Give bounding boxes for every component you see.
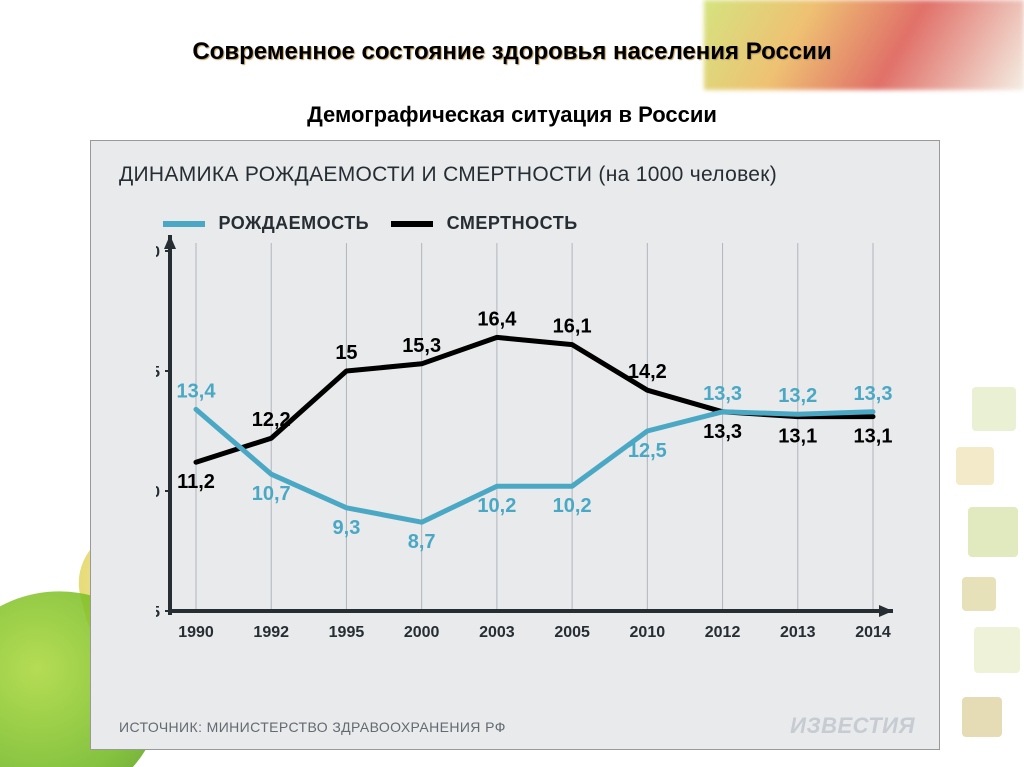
svg-text:9,3: 9,3 [333, 517, 361, 539]
plot-area: 5 10 15 20 1990 1992 1995 2000 2003 2005 2010 2012 2… [156, 203, 911, 663]
svg-text:13,4: 13,4 [177, 380, 217, 402]
svg-text:2013: 2013 [780, 624, 816, 641]
svg-text:2014: 2014 [855, 624, 891, 641]
svg-text:13,1: 13,1 [778, 426, 817, 448]
chart-source: ИСТОЧНИК: МИНИСТЕРСТВО ЗДРАВООХРАНЕНИЯ Р… [119, 719, 506, 735]
svg-text:1995: 1995 [329, 624, 365, 641]
svg-text:10,7: 10,7 [252, 483, 291, 505]
page-subtitle: Демографическая ситуация в России [0, 102, 1024, 128]
svg-text:15,3: 15,3 [402, 335, 441, 357]
svg-text:13,1: 13,1 [854, 426, 893, 448]
svg-text:12,5: 12,5 [628, 440, 667, 462]
svg-text:2005: 2005 [554, 624, 590, 641]
chart-panel: ДИНАМИКА РОЖДАЕМОСТИ И СМЕРТНОСТИ (на 10… [90, 140, 940, 750]
svg-text:8,7: 8,7 [408, 531, 436, 553]
svg-text:10: 10 [156, 484, 160, 501]
svg-text:15: 15 [156, 364, 160, 381]
svg-text:13,3: 13,3 [703, 383, 742, 405]
chart-watermark: ИЗВЕСТИЯ [790, 713, 915, 739]
svg-text:16,1: 16,1 [553, 316, 592, 338]
svg-text:2012: 2012 [705, 624, 741, 641]
svg-text:16,4: 16,4 [477, 308, 517, 330]
svg-text:13,2: 13,2 [778, 385, 817, 407]
svg-text:12,2: 12,2 [252, 409, 291, 431]
decor-right [944, 367, 1024, 767]
svg-text:11,2: 11,2 [177, 471, 215, 493]
svg-text:14,2: 14,2 [628, 361, 667, 383]
chart-svg: 5 10 15 20 1990 1992 1995 2000 2003 2005 2010 2012 2… [156, 203, 911, 663]
svg-text:10,2: 10,2 [553, 495, 592, 517]
svg-text:5: 5 [156, 604, 160, 621]
svg-text:10,2: 10,2 [477, 495, 516, 517]
svg-text:20: 20 [156, 244, 160, 261]
chart-title: ДИНАМИКА РОЖДАЕМОСТИ И СМЕРТНОСТИ (на 10… [119, 163, 777, 187]
svg-text:13,3: 13,3 [703, 421, 742, 443]
svg-text:1992: 1992 [253, 624, 289, 641]
page-title: Современное состояние здоровья населения… [0, 38, 1024, 66]
svg-text:2003: 2003 [479, 624, 515, 641]
svg-text:1990: 1990 [178, 624, 214, 641]
svg-text:2010: 2010 [630, 624, 666, 641]
svg-text:2000: 2000 [404, 624, 440, 641]
svg-text:15: 15 [335, 342, 357, 364]
svg-text:13,3: 13,3 [854, 383, 893, 405]
